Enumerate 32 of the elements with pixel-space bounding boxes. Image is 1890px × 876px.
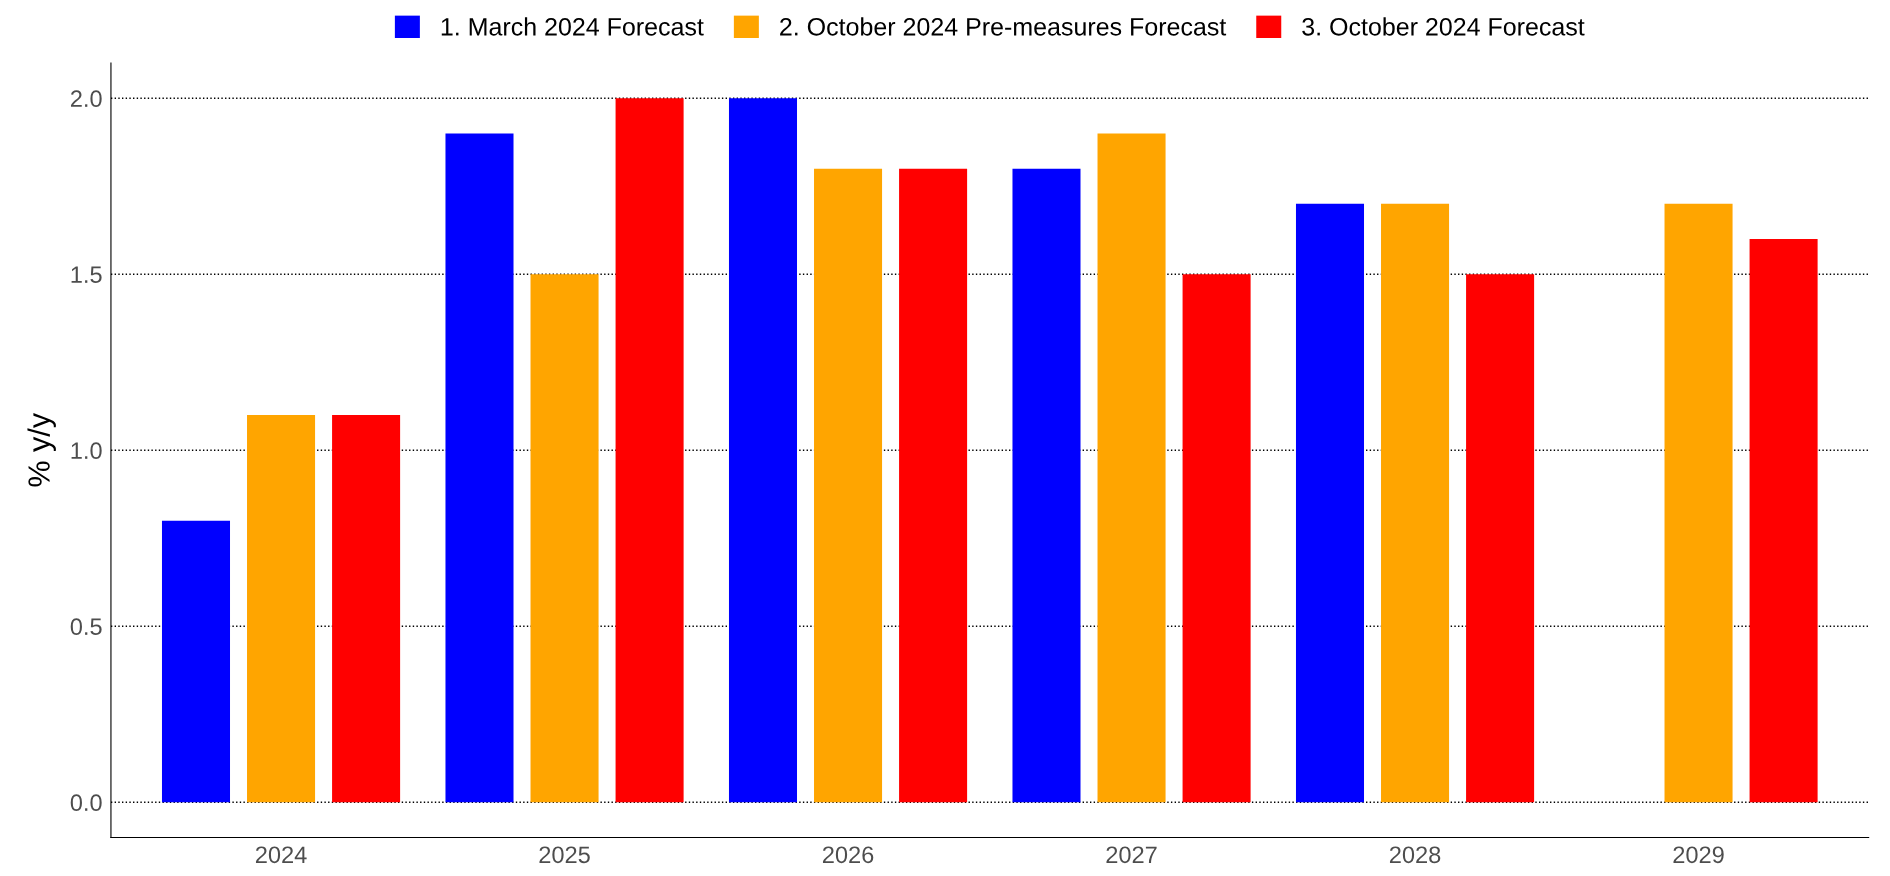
y-tick-label: 1.0 <box>71 442 102 460</box>
legend-label: 2. October 2024 Pre-measures Forecast <box>780 17 1227 36</box>
legend-label: 3. October 2024 Forecast <box>1302 17 1585 36</box>
bar <box>1749 239 1818 803</box>
bar <box>332 415 401 803</box>
y-tick-label: 0.0 <box>70 794 102 812</box>
bar <box>1381 203 1450 803</box>
y-tick-label: 1.5 <box>71 266 102 284</box>
bar <box>1012 168 1081 803</box>
x-tick-label: 2024 <box>255 846 307 864</box>
bar <box>247 415 316 803</box>
bar <box>161 520 231 803</box>
bar <box>1097 133 1166 803</box>
bar <box>1466 274 1535 803</box>
x-tick-label: 2029 <box>1673 846 1724 864</box>
bar <box>899 168 968 803</box>
x-tick-label: 2025 <box>539 846 590 864</box>
x-tick-label: 2028 <box>1389 846 1441 864</box>
x-tick-label: 2026 <box>822 846 874 864</box>
bar <box>615 98 684 803</box>
x-tick-label: 2027 <box>1106 846 1157 864</box>
bar <box>1295 203 1365 803</box>
bar <box>530 274 599 803</box>
bar <box>814 168 883 803</box>
bar <box>1182 274 1251 803</box>
y-tick-label: 2.0 <box>70 90 102 108</box>
legend-label: 1. March 2024 Forecast <box>441 17 704 36</box>
bar <box>445 133 514 803</box>
y-axis-title: % y/y <box>27 412 56 487</box>
bar <box>1664 203 1733 803</box>
y-tick-label: 0.5 <box>70 618 102 636</box>
bar <box>728 98 798 803</box>
